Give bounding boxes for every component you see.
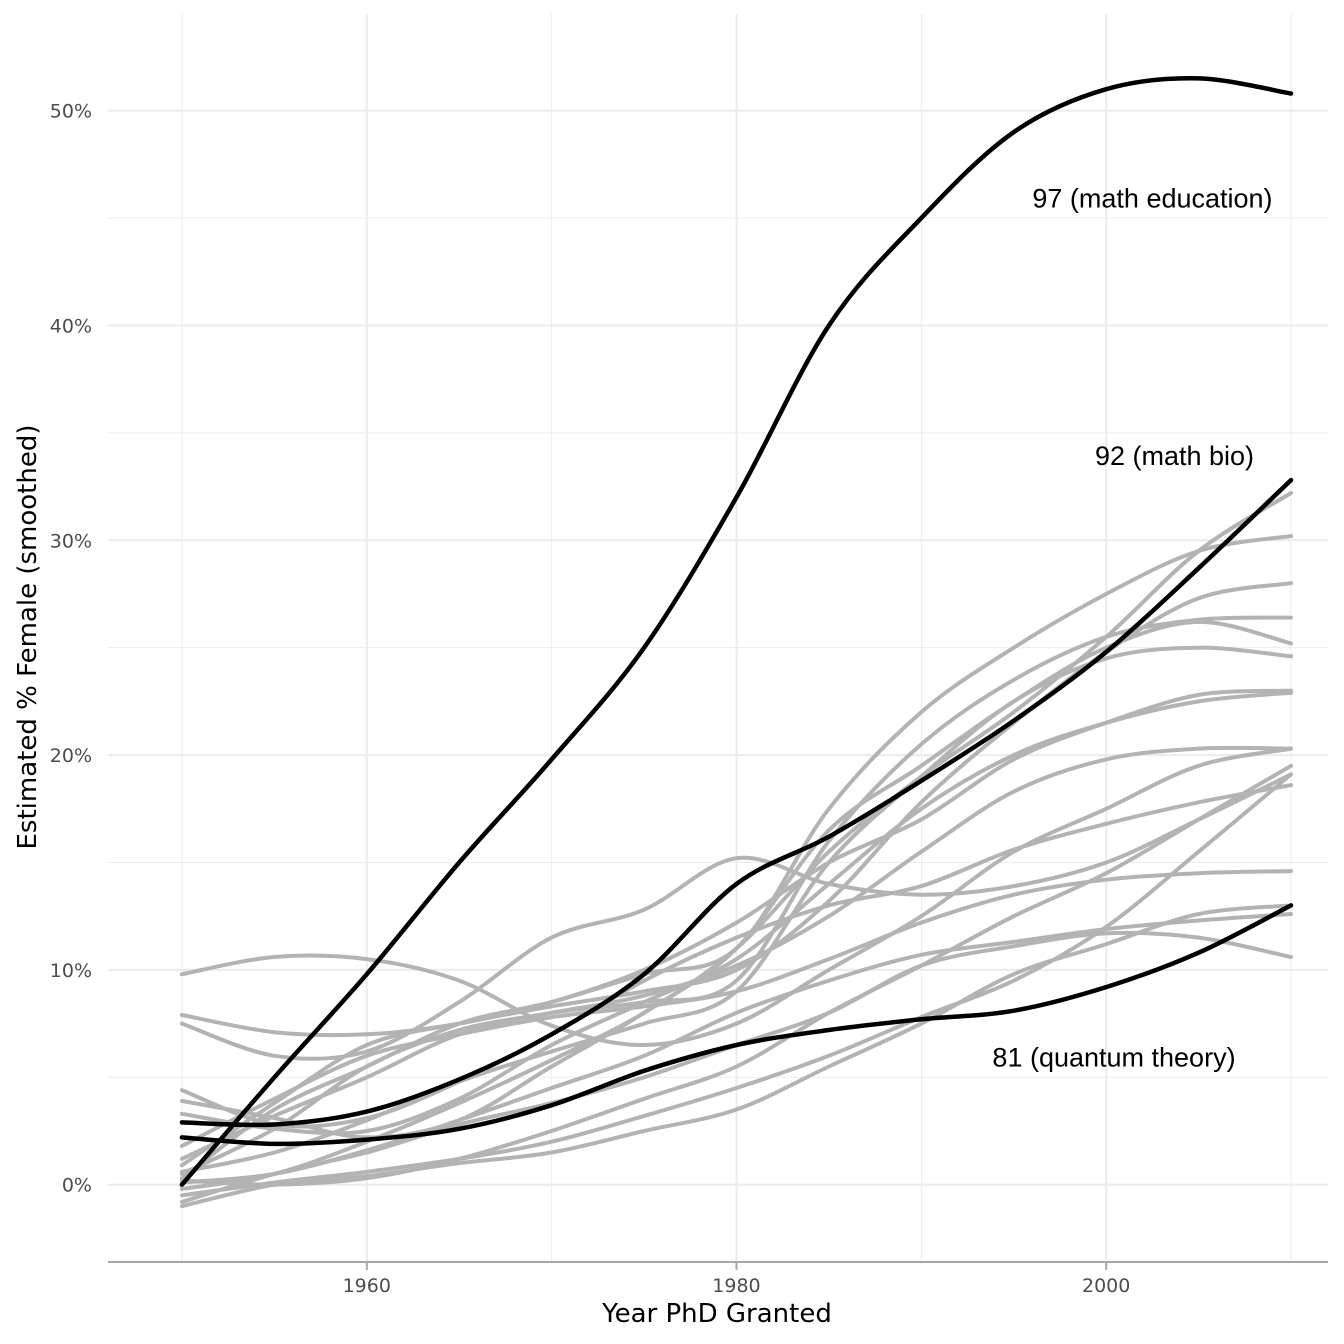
- annotations: 97 (math education) 92 (math bio) 81 (quan…: [992, 183, 1272, 1072]
- series-line-12: [179, 745, 1293, 1176]
- y-tick-label: 50%: [50, 101, 92, 123]
- x-axis-title: Year PhD Granted: [601, 1299, 832, 1329]
- x-tick-label: 1960: [343, 1275, 391, 1297]
- series-annotation: 92 (math bio): [1095, 441, 1254, 471]
- series-line-20: [179, 763, 1293, 1187]
- highlight-series-line-1: [179, 477, 1294, 1128]
- y-tick-label: 40%: [50, 315, 92, 337]
- y-axis-ticks: 0% 10% 20% 30% 40% 50%: [50, 101, 92, 1197]
- x-axis-ticks: 1960 1980 2000: [343, 1262, 1130, 1297]
- y-tick-label: 20%: [50, 745, 92, 767]
- series-line-10: [179, 615, 1293, 1161]
- series-line-18: [179, 903, 1293, 1209]
- y-tick-label: 10%: [50, 960, 92, 982]
- series-annotation: 97 (math education): [1032, 183, 1272, 213]
- series-line-3: [179, 746, 1293, 1048]
- y-tick-label: 0%: [62, 1175, 92, 1197]
- highlight-series-line-0: [179, 76, 1294, 1187]
- series-line-19: [179, 772, 1293, 1198]
- x-tick-label: 1980: [712, 1275, 760, 1297]
- series-line-5: [179, 772, 1293, 1061]
- series-lines: [179, 76, 1294, 1209]
- series-line-14: [179, 645, 1293, 1174]
- x-tick-label: 2000: [1082, 1275, 1130, 1297]
- y-axis-title: Estimated % Female (smoothed): [13, 424, 43, 849]
- series-annotation: 81 (quantum theory): [992, 1043, 1235, 1073]
- y-tick-label: 30%: [50, 530, 92, 552]
- series-line-8: [179, 690, 1293, 1136]
- highlight-series-line-2: [179, 903, 1294, 1147]
